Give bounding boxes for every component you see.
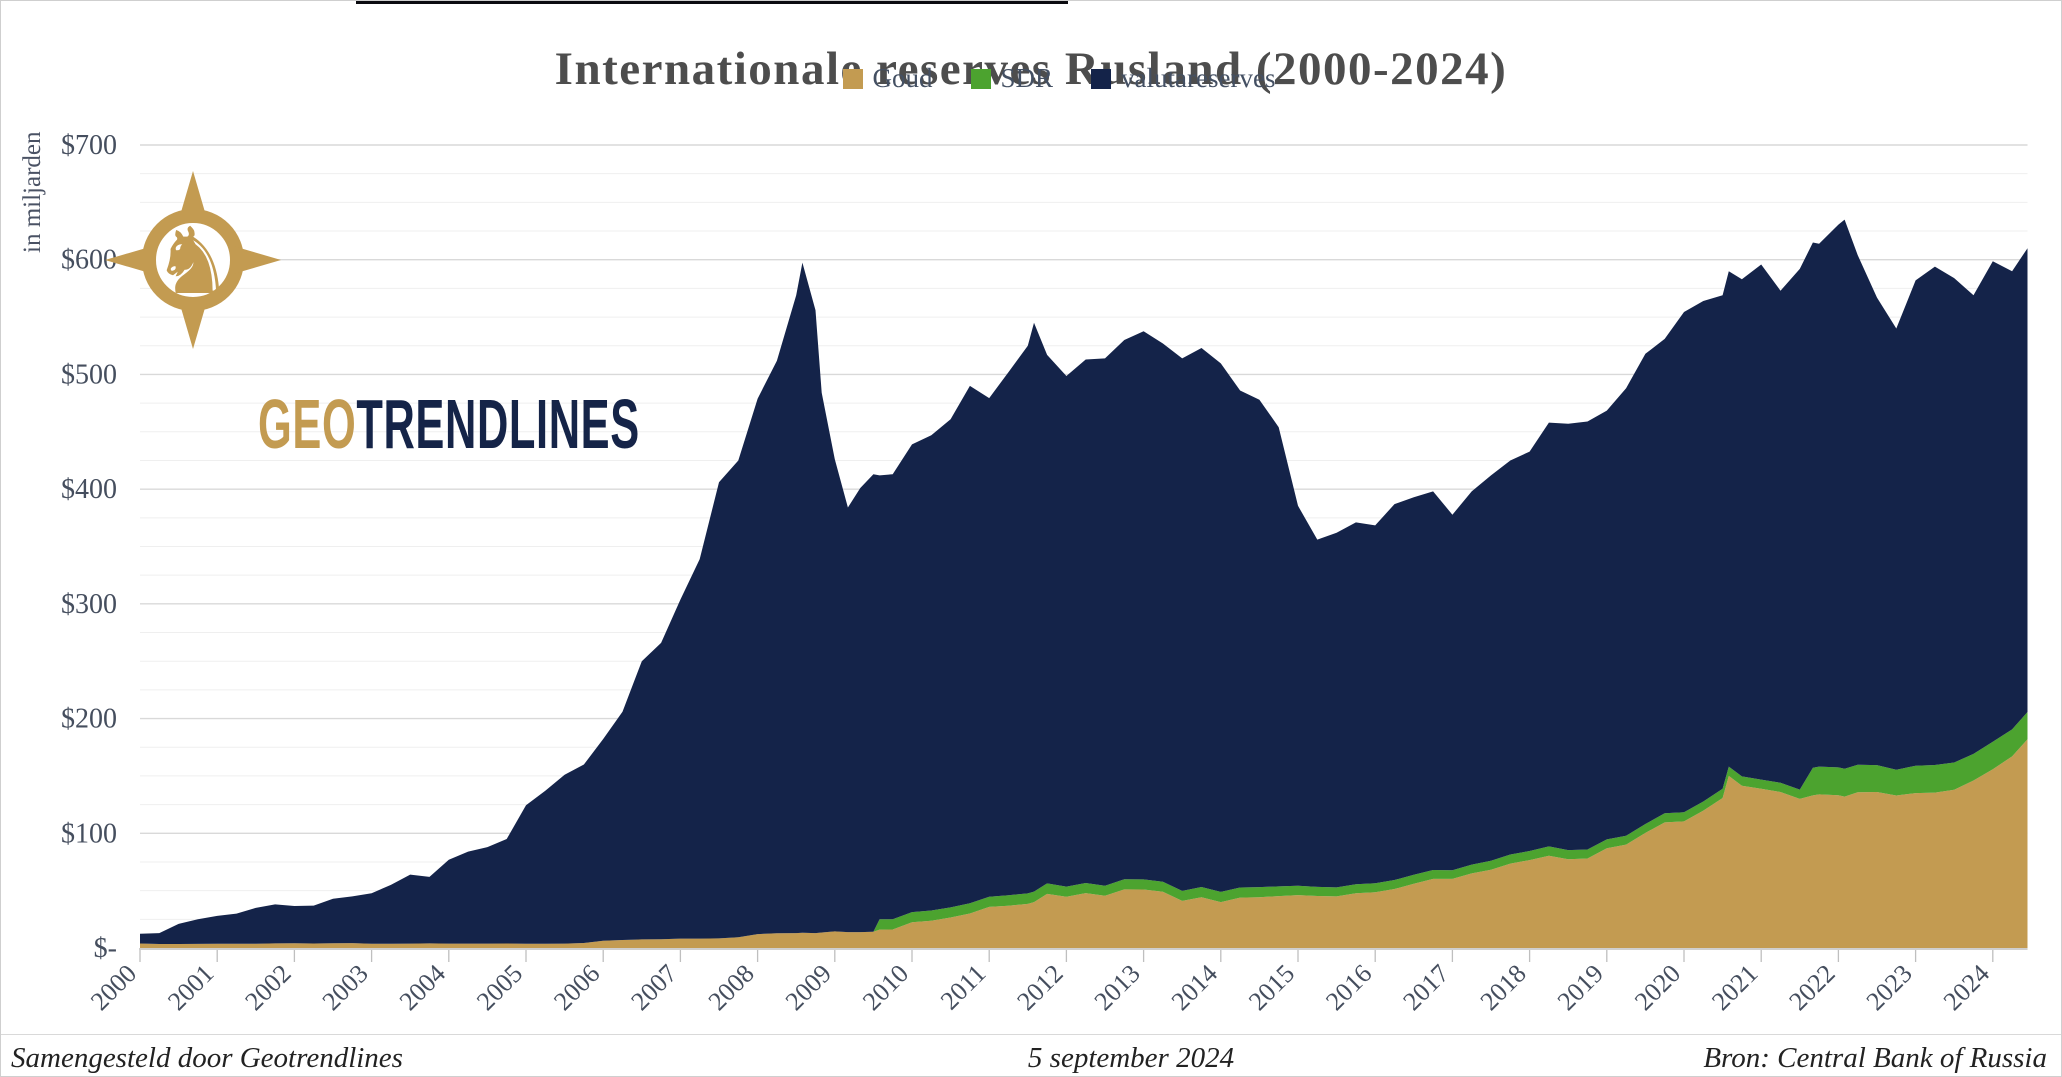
x-axis-label: 2001	[162, 959, 219, 1016]
x-axis-label: 2006	[548, 959, 605, 1016]
x-axis-label: 2014	[1166, 959, 1223, 1016]
x-axis-label: 2007	[625, 959, 682, 1016]
x-axis-label: 2023	[1861, 959, 1918, 1016]
legend-item-goud: Goud	[842, 63, 933, 94]
x-axis-label: 2013	[1089, 959, 1146, 1016]
footer-source: Bron: Central Bank of Russia	[1703, 1042, 2047, 1074]
y-axis-label: $100	[61, 818, 117, 849]
x-axis-label: 2009	[780, 959, 837, 1016]
y-axis-label: $400	[61, 474, 117, 505]
chart-legend: Goud SDR valutareserves	[29, 63, 2061, 94]
area-goud	[140, 739, 2028, 948]
footer-bar: Samengesteld door Geotrendlines 5 septem…	[1, 1034, 2061, 1076]
compass-point-north	[179, 171, 207, 219]
x-axis-label: 2024	[1938, 959, 1995, 1016]
logo-text-trendlines: TRENDLINES	[356, 385, 640, 463]
geotrendlines-logo: ♞ GEOTRENDLINES	[103, 169, 663, 459]
x-axis-label: 2008	[703, 959, 760, 1016]
x-axis-label: 2003	[317, 959, 374, 1016]
knight-icon: ♞	[152, 211, 234, 313]
legend-item-valutareserves: valutareserves	[1091, 63, 1275, 94]
x-axis-label: 2022	[1783, 959, 1840, 1016]
logo-text-geo: GEO	[258, 385, 357, 463]
x-axis-label: 2004	[394, 959, 451, 1016]
logo-wordmark: GEOTRENDLINES	[258, 389, 640, 459]
x-axis-label: 2021	[1706, 959, 1763, 1016]
x-axis-label: 2012	[1011, 959, 1068, 1016]
x-axis-label: 2005	[471, 959, 528, 1016]
legend-label-valutareserves: valutareserves	[1121, 63, 1276, 93]
page-title: Internationale reserves Rusland (2000-20…	[554, 43, 1508, 96]
legend-label-goud: Goud	[872, 63, 933, 93]
area-sdr	[140, 712, 2028, 944]
x-axis-label: 2011	[935, 959, 992, 1016]
goud-color-swatch	[842, 68, 863, 89]
legend-label-sdr: SDR	[1000, 63, 1054, 93]
x-axis-label: 2010	[857, 959, 914, 1016]
y-axis-label: $200	[61, 704, 117, 735]
compass-point-south	[179, 301, 207, 349]
sdr-color-swatch	[970, 68, 991, 89]
y-axis-label: $-	[94, 933, 117, 964]
x-axis-label: 2002	[239, 959, 296, 1016]
legend-item-sdr: SDR	[970, 63, 1054, 94]
top-edge-artifact-line	[356, 1, 1068, 4]
valutareserves-color-swatch	[1091, 68, 1112, 89]
compass-point-west	[105, 246, 153, 274]
footer-date: 5 september 2024	[1027, 1042, 1235, 1074]
y-axis-label: $500	[61, 359, 117, 390]
footer-credit: Samengesteld door Geotrendlines	[11, 1042, 403, 1074]
y-axis-label: $700	[61, 130, 117, 161]
x-axis-label: 2017	[1397, 959, 1454, 1016]
x-axis-label: 2018	[1475, 959, 1532, 1016]
x-axis-label: 2020	[1629, 959, 1686, 1016]
x-axis-label: 2015	[1243, 959, 1300, 1016]
x-axis-label: 2000	[85, 959, 142, 1016]
compass-knight-icon: ♞	[105, 171, 281, 349]
y-axis-label: $300	[61, 589, 117, 620]
area-valutareserves	[140, 219, 2028, 945]
x-axis-label: 2016	[1320, 959, 1377, 1016]
x-axis-label: 2019	[1552, 959, 1609, 1016]
compass-point-east	[233, 246, 281, 274]
